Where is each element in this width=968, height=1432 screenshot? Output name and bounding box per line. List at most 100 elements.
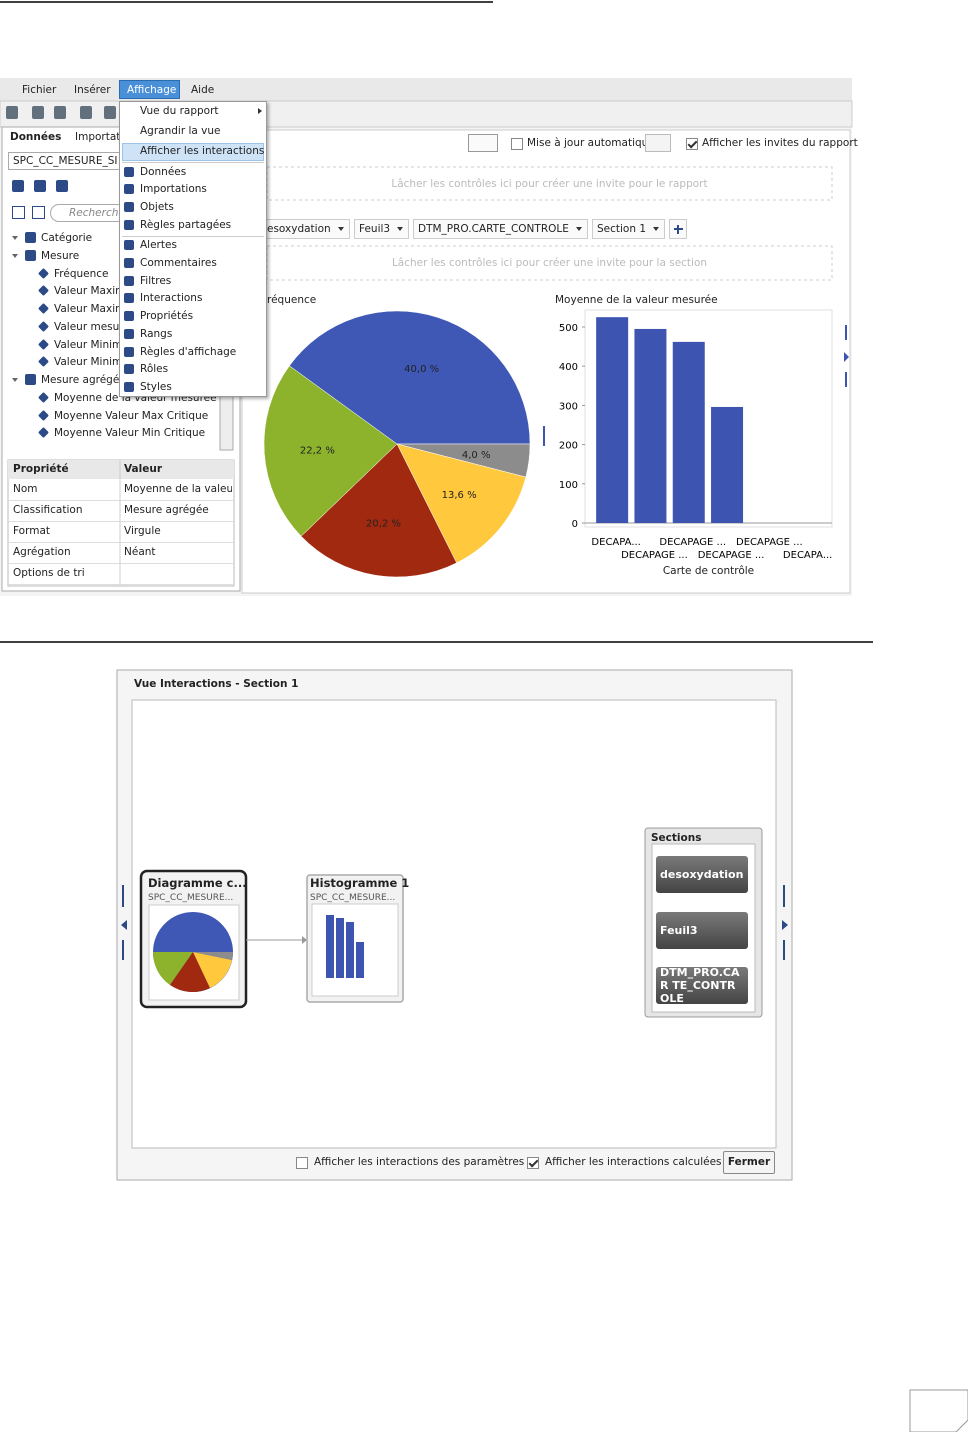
expander[interactable]	[12, 378, 18, 382]
thumbnail	[311, 903, 399, 997]
menu-item[interactable]: Propriétés	[140, 310, 194, 322]
add-tab[interactable]	[669, 219, 687, 239]
tool-icon[interactable]	[12, 206, 25, 219]
menu-item[interactable]: Fichier	[22, 84, 57, 96]
menu-item[interactable]: Rangs	[140, 328, 173, 340]
checkbox[interactable]	[511, 138, 523, 150]
tree-item[interactable]: Moyenne Valeur Min Critique	[54, 427, 206, 440]
section-button[interactable]: DTM_PRO.CAR TE_CONTROLE	[656, 966, 748, 1005]
tree-item[interactable]: Valeur mesur	[54, 320, 124, 333]
menu-item[interactable]: Règles partagées	[140, 219, 232, 231]
pie-slice	[289, 310, 531, 445]
data-source: SPC_CC_MESURE_SI	[13, 155, 118, 167]
drop-zone-text: Lâcher les contrôles ici pour créer une …	[391, 257, 708, 269]
checkbox[interactable]	[527, 1157, 539, 1169]
tree-item[interactable]: Mesure	[41, 249, 80, 262]
menu-icon	[124, 219, 134, 230]
dialog-title: Vue Interactions - Section 1	[134, 678, 299, 690]
section-tab[interactable]: esoxydation	[262, 219, 350, 239]
menu-icon	[124, 292, 134, 303]
menu-icon	[124, 275, 134, 286]
tree-item[interactable]: Valeur Minim	[54, 338, 123, 351]
menu-item[interactable]: Insérer	[74, 84, 111, 96]
section-tab[interactable]: DTM_PRO.CARTE_CONTROLE	[413, 219, 588, 239]
handles	[543, 325, 849, 446]
section-tab[interactable]: Feuil3	[354, 219, 410, 239]
x-tick-label: DECAPAGE ...	[659, 537, 726, 548]
tree-item[interactable]: Catégorie	[41, 232, 93, 244]
checkbox[interactable]	[686, 138, 698, 150]
menu-item[interactable]: Vue du rapport	[140, 105, 219, 117]
option-label: Afficher les interactions calculées	[545, 1156, 722, 1168]
tool-icon[interactable]	[12, 180, 24, 192]
tree-item[interactable]: Valeur Minim	[54, 356, 123, 369]
data-label: 40,0 %	[404, 364, 439, 375]
menu-item[interactable]: Règles d'affichage	[140, 346, 237, 358]
menu-icon	[124, 310, 134, 321]
section-button[interactable]: Feuil3	[656, 912, 748, 949]
tab-menu[interactable]	[397, 227, 404, 231]
fit-button[interactable]	[468, 134, 498, 152]
tree-item[interactable]: Mesure agrégée	[41, 374, 126, 386]
tab-menu[interactable]	[653, 227, 660, 231]
tool-icon[interactable]	[32, 206, 45, 219]
menu-item[interactable]: Importations	[140, 183, 207, 195]
menu-item[interactable]: Objets	[140, 201, 174, 213]
search-placeholder: Recherche	[69, 207, 125, 219]
tab-menu[interactable]	[337, 227, 344, 231]
menu-item[interactable]: Agrandir la vue	[140, 125, 221, 137]
tool-icon[interactable]	[6, 106, 18, 119]
menu-item[interactable]: Rôles	[140, 363, 169, 375]
refresh-button[interactable]	[645, 134, 671, 152]
tree-item[interactable]: Moyenne Valeur Max Critique	[54, 409, 209, 422]
view-menu: Vue du rapport Agrandir la vue Afficher le…	[119, 101, 267, 397]
close-button[interactable]: Fermer	[723, 1151, 775, 1174]
table-header	[8, 460, 234, 479]
x-tick-label: DECAPAGE ...	[621, 550, 688, 561]
expander[interactable]	[12, 253, 18, 258]
tool-icon[interactable]	[54, 106, 66, 119]
column-header: Valeur	[124, 463, 163, 475]
property-value: Moyenne de la valeur...	[124, 483, 232, 495]
menu-item[interactable]: Filtres	[140, 275, 172, 287]
option-label: Afficher les interactions des paramètres	[314, 1156, 525, 1168]
menu-item[interactable]: Interactions	[140, 292, 203, 304]
tab-menu[interactable]	[575, 227, 582, 231]
data-source-select[interactable]: SPC_CC_MESURE_SI	[8, 152, 138, 170]
menu-item[interactable]: Afficher les interactions	[140, 145, 265, 157]
property-name: Nom	[13, 483, 38, 495]
menu-icon	[124, 257, 134, 268]
tree-icon	[25, 374, 36, 385]
panel-tab[interactable]: Données	[10, 131, 62, 143]
section-tab[interactable]: Section 1	[592, 219, 666, 239]
tool-icon[interactable]	[80, 106, 92, 119]
tool-icon[interactable]	[56, 180, 68, 192]
tree-item[interactable]: Valeur Maxim	[54, 285, 126, 298]
menu-item[interactable]: Alertes	[140, 239, 177, 251]
panel-tab[interactable]: Importatio	[75, 131, 130, 143]
section-button[interactable]: desoxydation	[656, 856, 748, 893]
tree-item[interactable]: Valeur Maxim	[54, 303, 126, 315]
menu-item[interactable]: Données	[140, 166, 187, 178]
row-line	[8, 584, 234, 585]
menu-item[interactable]: Styles	[140, 381, 172, 393]
drop-zone	[266, 245, 833, 281]
tool-icon[interactable]	[34, 180, 46, 192]
tree-icon	[25, 249, 36, 261]
pie-slice	[396, 443, 527, 564]
menu-icon	[124, 239, 134, 250]
tree-item[interactable]: Fréquence	[54, 267, 109, 280]
menu-item[interactable]: Affichage	[127, 84, 177, 96]
expander[interactable]	[12, 236, 18, 240]
scrollbar[interactable]	[219, 389, 234, 451]
row-line	[8, 563, 234, 564]
tool-icon[interactable]	[32, 106, 44, 119]
row-line	[8, 500, 234, 501]
checkbox[interactable]	[296, 1157, 308, 1169]
property-table	[7, 459, 235, 587]
tool-icon[interactable]	[104, 106, 116, 119]
search-box[interactable]: Recherche	[50, 204, 140, 222]
data-label: 4,0 %	[462, 450, 491, 461]
menu-item[interactable]: Aide	[191, 84, 215, 96]
menu-item[interactable]: Commentaires	[140, 257, 217, 269]
